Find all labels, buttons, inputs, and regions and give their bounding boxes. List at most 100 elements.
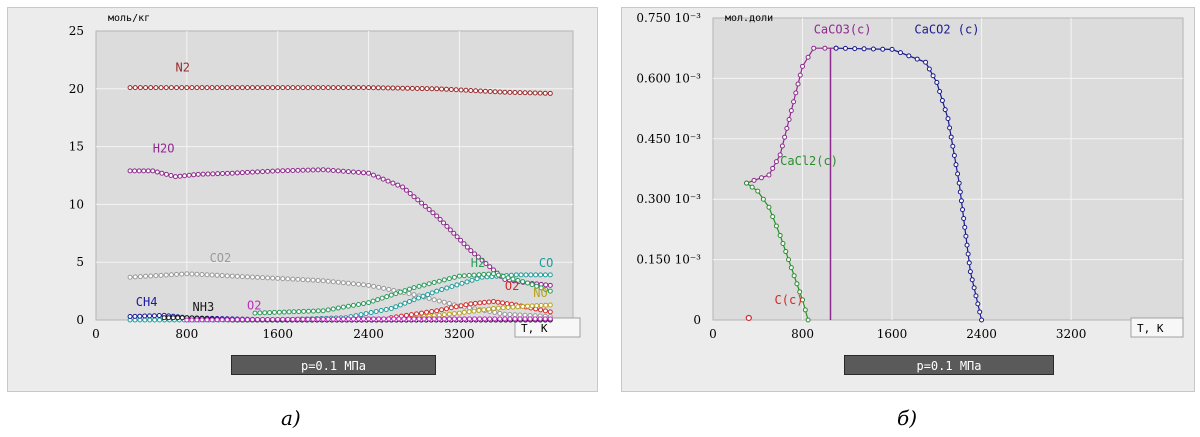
data-point	[153, 85, 159, 91]
data-point	[249, 85, 255, 91]
data-point	[310, 316, 316, 322]
data-point	[777, 232, 783, 238]
data-point	[325, 167, 331, 173]
data-point	[159, 170, 165, 176]
data-point	[127, 168, 133, 174]
data-point	[957, 189, 963, 195]
data-point	[437, 216, 443, 222]
data-point	[419, 200, 425, 206]
data-point	[395, 182, 401, 188]
data-point	[491, 305, 496, 311]
data-point	[962, 224, 968, 230]
data-point	[275, 275, 281, 281]
data-point	[842, 45, 848, 51]
data-point	[971, 285, 977, 291]
y-tick-label: 15	[69, 140, 84, 154]
y-tick-label: 5	[76, 255, 84, 269]
data-point	[436, 298, 442, 304]
data-point	[464, 279, 470, 285]
data-point	[379, 295, 385, 301]
data-point	[547, 309, 553, 315]
data-point	[204, 85, 210, 91]
data-point	[179, 271, 185, 277]
data-point	[280, 276, 286, 282]
data-point	[406, 316, 412, 322]
series-label: CH4	[136, 295, 158, 309]
data-point	[345, 303, 351, 309]
data-point	[154, 169, 160, 175]
data-point	[305, 277, 311, 283]
data-point	[525, 280, 531, 286]
data-point	[543, 302, 549, 308]
data-point	[414, 311, 420, 317]
data-point	[510, 304, 516, 310]
data-point	[969, 277, 975, 283]
data-point	[166, 315, 172, 321]
data-point	[441, 299, 447, 305]
data-point	[783, 249, 789, 255]
data-point	[797, 72, 803, 78]
data-point	[179, 315, 185, 321]
y-tick-label: 0.750 10⁻³	[636, 11, 701, 25]
data-point	[471, 272, 477, 278]
data-point	[507, 311, 513, 317]
data-point	[468, 248, 474, 254]
caption-right: б)	[897, 406, 918, 430]
data-point	[522, 316, 528, 322]
y-tick-label: 20	[69, 82, 84, 96]
data-point	[486, 271, 492, 277]
data-point	[260, 317, 266, 323]
right-chart-panel: 0 800 1600 2400 3200 0 0.150 10⁻³ 0.300 10⁻³ 0.4…	[621, 7, 1195, 392]
data-point	[439, 86, 445, 92]
y-tick-label: 0	[693, 313, 701, 327]
series-label: O2	[505, 279, 519, 293]
data-point	[447, 227, 453, 233]
data-point	[793, 90, 799, 96]
data-point	[802, 307, 808, 313]
data-point	[476, 272, 482, 278]
data-point	[296, 309, 302, 315]
pressure-label-left: p=0.1 МПа	[231, 355, 436, 375]
data-point	[527, 316, 533, 322]
data-point	[538, 302, 544, 308]
y-tick-label: 0	[76, 313, 84, 327]
data-point	[290, 276, 296, 282]
data-point	[199, 85, 205, 91]
data-point	[520, 279, 526, 285]
data-point	[441, 316, 447, 322]
data-point	[782, 134, 788, 140]
left-chart: 0 800 1600 2400 3200 0 5 10 15 20 25 моль/кг T, K N2 H…	[69, 13, 581, 341]
data-point	[939, 98, 945, 104]
data-point	[229, 317, 235, 323]
data-point	[393, 304, 399, 310]
data-point	[461, 273, 467, 279]
data-point	[481, 307, 487, 313]
data-point	[385, 178, 391, 184]
data-point	[366, 300, 372, 306]
data-point	[249, 317, 255, 323]
data-point	[239, 317, 245, 323]
data-point	[270, 168, 276, 174]
data-point	[543, 286, 549, 292]
data-point	[481, 271, 487, 277]
data-point	[822, 45, 828, 51]
data-point	[795, 81, 801, 87]
data-point	[350, 281, 356, 287]
data-point	[434, 308, 440, 314]
data-point	[280, 316, 286, 322]
series-label: NH3	[193, 300, 215, 314]
data-point	[145, 168, 151, 174]
data-point	[515, 304, 521, 310]
data-point	[275, 168, 281, 174]
data-point	[538, 307, 544, 313]
data-point	[168, 272, 174, 278]
data-point	[366, 282, 372, 288]
data-point	[547, 90, 553, 96]
data-point	[487, 316, 493, 322]
data-point	[426, 281, 432, 287]
data-point	[229, 170, 235, 176]
data-point	[446, 276, 452, 282]
data-point	[518, 272, 524, 278]
data-point	[547, 316, 553, 322]
data-point	[497, 89, 503, 95]
